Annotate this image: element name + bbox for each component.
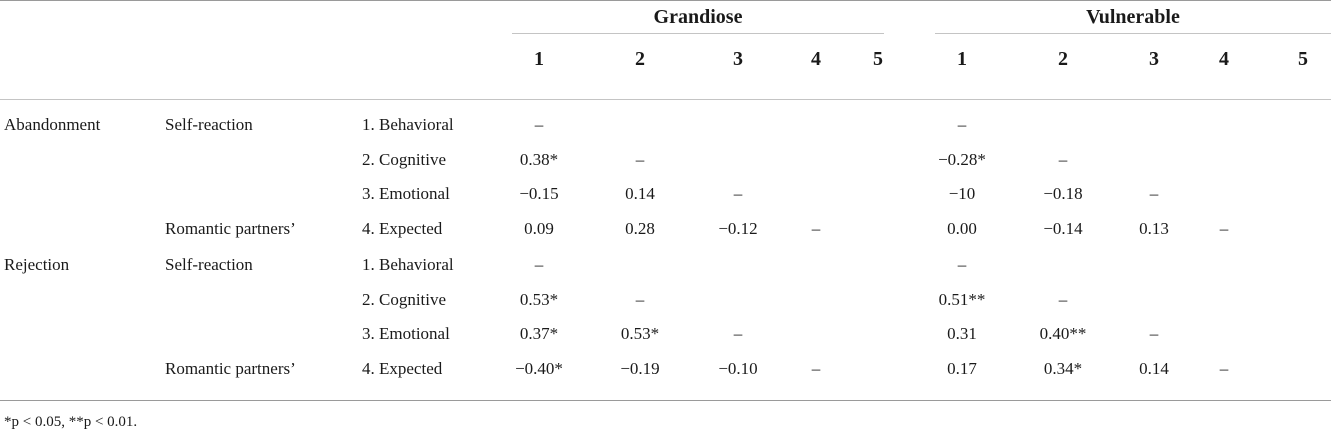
table-bottom-rule: [0, 400, 1331, 401]
vulnerable-group-rule: [935, 33, 1331, 34]
cell-vulnerable: −0.28*: [938, 150, 986, 169]
cell-vulnerable: –: [957, 115, 967, 134]
group-header-vulnerable: Vulnerable: [1086, 6, 1180, 28]
col-header-vulnerable-4: 4: [1219, 48, 1229, 70]
row-measure: 2. Cognitive: [362, 290, 447, 309]
cell-vulnerable: −0.14: [1043, 219, 1083, 238]
cell-grandiose: 0.38*: [519, 150, 559, 169]
cell-grandiose: –: [635, 290, 645, 309]
cell-grandiose: 0.53*: [620, 324, 660, 343]
cell-grandiose: −0.40*: [515, 359, 563, 378]
cell-vulnerable: –: [1219, 359, 1229, 378]
col-header-vulnerable-2: 2: [1058, 48, 1068, 70]
row-measure: 4. Expected: [362, 359, 443, 378]
row-measure: 1. Behavioral: [362, 255, 454, 274]
cell-grandiose: –: [811, 359, 821, 378]
row-category: Rejection: [4, 255, 70, 274]
col-header-vulnerable-3: 3: [1149, 48, 1159, 70]
cell-vulnerable: –: [1219, 219, 1229, 238]
cell-grandiose: −0.12: [718, 219, 758, 238]
table-header-rule: [0, 99, 1331, 100]
cell-grandiose: 0.28: [625, 219, 655, 238]
col-header-vulnerable-1: 1: [957, 48, 967, 70]
cell-grandiose: 0.53*: [519, 290, 559, 309]
group-header-grandiose: Grandiose: [653, 6, 743, 28]
cell-vulnerable: 0.51**: [938, 290, 986, 309]
cell-vulnerable: 0.40**: [1039, 324, 1087, 343]
cell-grandiose: −0.19: [620, 359, 660, 378]
col-header-grandiose-4: 4: [811, 48, 821, 70]
col-header-grandiose-2: 2: [635, 48, 645, 70]
cell-grandiose: –: [733, 324, 743, 343]
cell-grandiose: −0.10: [718, 359, 758, 378]
cell-vulnerable: –: [957, 255, 967, 274]
col-header-grandiose-3: 3: [733, 48, 743, 70]
cell-grandiose: –: [635, 150, 645, 169]
cell-vulnerable: −0.18: [1043, 184, 1083, 203]
cell-grandiose: –: [733, 184, 743, 203]
row-measure: 1. Behavioral: [362, 115, 454, 134]
cell-vulnerable: 0.31: [947, 324, 977, 343]
col-header-grandiose-1: 1: [534, 48, 544, 70]
cell-grandiose: 0.14: [625, 184, 655, 203]
col-header-vulnerable-5: 5: [1298, 48, 1308, 70]
row-measure: 3. Emotional: [362, 184, 450, 203]
cell-grandiose: −0.15: [519, 184, 559, 203]
cell-vulnerable: −10: [948, 184, 976, 203]
cell-vulnerable: –: [1058, 150, 1068, 169]
cell-grandiose: –: [534, 255, 544, 274]
row-category: Abandonment: [4, 115, 101, 134]
cell-vulnerable: –: [1149, 184, 1159, 203]
cell-vulnerable: –: [1149, 324, 1159, 343]
row-subcategory: Romantic partners’: [165, 219, 296, 238]
cell-grandiose: –: [534, 115, 544, 134]
row-measure: 3. Emotional: [362, 324, 450, 343]
cell-vulnerable: 0.34*: [1043, 359, 1083, 378]
cell-grandiose: –: [811, 219, 821, 238]
cell-vulnerable: 0.14: [1139, 359, 1169, 378]
col-header-grandiose-5: 5: [873, 48, 883, 70]
row-measure: 4. Expected: [362, 219, 443, 238]
table-top-rule: [0, 0, 1331, 1]
row-subcategory: Self-reaction: [165, 115, 253, 134]
cell-vulnerable: –: [1058, 290, 1068, 309]
cell-grandiose: 0.37*: [519, 324, 559, 343]
cell-vulnerable: 0.17: [947, 359, 977, 378]
cell-grandiose: 0.09: [524, 219, 554, 238]
table-footnote: *p < 0.05, **p < 0.01.: [4, 414, 138, 430]
cell-vulnerable: 0.13: [1139, 219, 1169, 238]
row-subcategory: Self-reaction: [165, 255, 253, 274]
grandiose-group-rule: [512, 33, 884, 34]
row-measure: 2. Cognitive: [362, 150, 447, 169]
row-subcategory: Romantic partners’: [165, 359, 296, 378]
cell-vulnerable: 0.00: [947, 219, 977, 238]
